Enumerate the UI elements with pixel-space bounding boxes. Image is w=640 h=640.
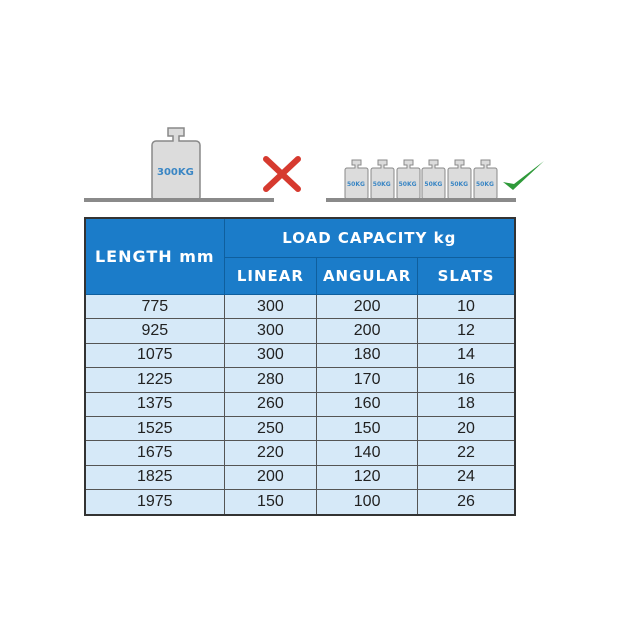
table-row: 925 300 200 12 — [84, 318, 516, 344]
cell-linear: 200 — [223, 464, 318, 491]
load-capacity-table: LENGTH mm LOAD CAPACITY kg LINEAR ANGULA… — [84, 217, 516, 516]
cell-slats: 26 — [417, 489, 516, 516]
cell-slats: 12 — [417, 318, 516, 344]
cell-slats: 16 — [417, 367, 516, 393]
cell-angular: 120 — [316, 464, 419, 491]
small-weight-icon — [344, 159, 369, 200]
cell-angular: 100 — [316, 489, 419, 516]
header-load-capacity: LOAD CAPACITY kg — [223, 217, 516, 258]
table-row: 1675 220 140 22 — [84, 440, 516, 466]
table-row: 1825 200 120 24 — [84, 464, 516, 491]
cell-slats: 14 — [417, 342, 516, 369]
cell-angular: 200 — [316, 293, 419, 320]
table-row: 1075 300 180 14 — [84, 342, 516, 369]
cell-slats: 24 — [417, 464, 516, 491]
cell-length: 1975 — [84, 489, 225, 516]
cell-linear: 300 — [223, 293, 318, 320]
cell-linear: 250 — [223, 415, 318, 442]
cell-angular: 140 — [316, 440, 419, 466]
table-row: 775 300 200 10 — [84, 293, 516, 320]
cell-length: 1075 — [84, 342, 225, 369]
table-row: 1375 260 160 18 — [84, 391, 516, 417]
cell-length: 775 — [84, 293, 225, 320]
small-weight-icon — [421, 159, 446, 200]
header-slats: SLATS — [417, 257, 516, 295]
header-linear: LINEAR — [223, 257, 318, 295]
small-weight-icon — [473, 159, 498, 200]
small-weight-label: 50KG — [398, 181, 417, 188]
cell-length: 1675 — [84, 440, 225, 466]
cell-angular: 200 — [316, 318, 419, 344]
table-row: 1225 280 170 16 — [84, 367, 516, 393]
small-weight-label: 50KG — [450, 181, 469, 188]
cell-linear: 220 — [223, 440, 318, 466]
cell-length: 1375 — [84, 391, 225, 417]
shelf-right — [326, 198, 516, 202]
cell-slats: 20 — [417, 415, 516, 442]
table-row: 1525 250 150 20 — [84, 415, 516, 442]
cell-angular: 150 — [316, 415, 419, 442]
cell-angular: 160 — [316, 391, 419, 417]
header-angular: ANGULAR — [316, 257, 419, 295]
cell-slats: 10 — [417, 293, 516, 320]
cell-linear: 280 — [223, 367, 318, 393]
green-checkmark-icon — [503, 161, 544, 190]
shelf-left — [84, 198, 274, 202]
cell-length: 1525 — [84, 415, 225, 442]
small-weight-label: 50KG — [476, 181, 494, 188]
cell-linear: 300 — [223, 342, 318, 369]
heavy-weight-label: 300KG — [157, 167, 194, 178]
cell-length: 925 — [84, 318, 225, 344]
header-length: LENGTH mm — [84, 217, 225, 295]
red-x-icon — [263, 156, 301, 192]
cell-linear: 260 — [223, 391, 318, 417]
cell-length: 1225 — [84, 367, 225, 393]
cell-linear: 300 — [223, 318, 318, 344]
small-weight-label: 50KG — [424, 181, 443, 188]
small-weight-icon — [447, 159, 472, 200]
table-row: 1975 150 100 26 — [84, 489, 516, 516]
cell-angular: 180 — [316, 342, 419, 369]
cell-slats: 18 — [417, 391, 516, 417]
cell-linear: 150 — [223, 489, 318, 516]
small-weight-icon — [396, 159, 421, 200]
cell-length: 1825 — [84, 464, 225, 491]
cell-slats: 22 — [417, 440, 516, 466]
small-weight-label: 50KG — [372, 181, 391, 188]
cell-angular: 170 — [316, 367, 419, 393]
small-weight-label: 50KG — [347, 181, 365, 188]
heavy-weight-icon — [151, 127, 201, 202]
small-weight-icon — [370, 159, 395, 200]
